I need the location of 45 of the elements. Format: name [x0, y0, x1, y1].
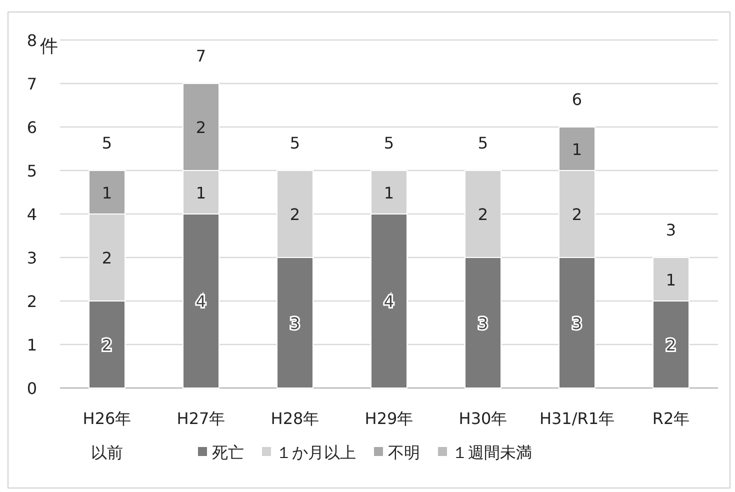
x-tick-label: H29年 — [364, 409, 414, 428]
data-label: 2 — [478, 205, 488, 224]
x-tick-label: H26年以前 — [82, 409, 132, 462]
x-tick-label: R2年 — [652, 409, 690, 428]
x-tick-label: H28年 — [270, 409, 320, 428]
data-label: 2 — [572, 205, 582, 224]
y-tick-label: 5 — [26, 162, 38, 180]
data-label: 2 — [102, 248, 112, 268]
y-tick-label: 8 — [26, 31, 38, 50]
data-label: 1 — [666, 270, 676, 290]
legend-label: 死亡 — [212, 443, 244, 462]
data-label: 2 — [290, 205, 300, 224]
y-axis-title: 件 — [40, 36, 58, 57]
total-label: 7 — [196, 46, 206, 66]
data-label: 3 — [478, 314, 488, 333]
y-tick-label: 7 — [26, 74, 38, 94]
x-tick-label: H30年 — [458, 409, 508, 428]
y-tick-label: 0 — [26, 379, 38, 398]
total-label: 5 — [384, 134, 394, 152]
data-label: 4 — [384, 292, 394, 311]
data-label: 2 — [666, 336, 676, 354]
x-tick-label: H31/R1年 — [539, 409, 615, 428]
legend-不明: 不明 — [374, 443, 420, 462]
y-tick-label: 3 — [26, 248, 38, 268]
y-tick-label: 1 — [26, 336, 38, 354]
data-label: 2 — [102, 336, 112, 354]
data-label: 2 — [196, 118, 206, 137]
total-label: 5 — [478, 134, 488, 152]
total-label: 3 — [666, 220, 676, 240]
data-label: 3 — [290, 314, 300, 333]
y-tick-label: 6 — [26, 118, 38, 137]
data-label: 1 — [102, 183, 112, 202]
y-tick-label: 4 — [26, 205, 38, 224]
data-label: 4 — [196, 292, 206, 311]
x-tick-label: H27年 — [176, 409, 226, 428]
data-label: 1 — [384, 183, 394, 202]
y-tick-label: 2 — [26, 292, 38, 311]
total-label: 5 — [290, 134, 300, 152]
legend-label: 不明 — [388, 443, 420, 462]
data-label: 1 — [196, 183, 206, 202]
total-label: 5 — [102, 134, 112, 152]
data-label: 1 — [572, 140, 582, 159]
total-label: 6 — [572, 90, 582, 109]
legend-死亡: 死亡 — [198, 443, 244, 462]
data-label: 3 — [572, 314, 582, 333]
